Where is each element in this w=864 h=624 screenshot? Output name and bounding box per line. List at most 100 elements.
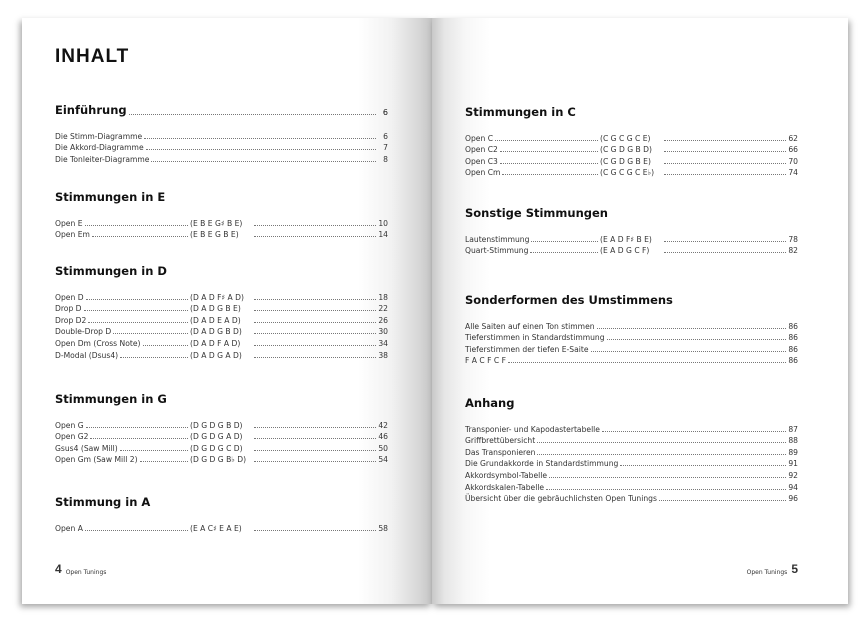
toc-entry: Drop D (D A D G B E) 22 [55,302,388,314]
entry-name: Open D [55,292,84,302]
entry-name-col: Lautenstimmung [465,235,600,244]
section-heading: Einführung 6 [55,103,388,117]
dot-leader [145,149,376,151]
section-heading: Anhang [465,396,798,410]
toc-entries: Die Stimm-Diagramme 6 Die Akkord-Diagramme… [55,129,388,164]
toc-entries: Open G (D G D G B D) 42 Open G2 (D G D G A D… [55,418,388,465]
entry-name-col: Open Cm [465,168,600,177]
dot-leader [144,137,376,139]
toc-entries: Open D (D A D F♯ A D) 18 Drop D (D A D G B E… [55,290,388,360]
entry-name: Open Dm (Cross Note) [55,338,141,348]
toc-entries: Lautenstimmung (E A D F♯ B E) 78 Quart-Stim… [465,232,798,256]
entry-page: 7 [383,143,388,153]
tuning-notes: (D A D G A D) [190,350,242,360]
entry-name-col: D-Modal (Dsus4) [55,351,190,360]
dot-leader [84,529,188,531]
dot-leader [254,426,376,428]
entry-name: Die Akkord-Diagramme [55,143,144,153]
toc-section: Stimmung in A Open A (E A C♯ E A E) 58 [55,495,388,533]
toc-entry: Open Dm (Cross Note) (D A D F A D) 34 [55,336,388,348]
dot-leader [254,438,376,440]
entry-page: 14 [378,230,388,240]
dot-leader [530,252,598,254]
dot-leader [596,327,786,329]
toc-entry: Double-Drop D (D A D G B D) 30 [55,325,388,337]
dot-leader [664,139,786,141]
toc-entry: Open C3 (C G D G B E) 70 [465,154,798,166]
toc-section: Stimmungen in C Open C (C G C G C E) 62 Open… [465,105,798,177]
entry-name-col: Open G [55,421,190,430]
entry-name-col: Double-Drop D [55,327,190,336]
entry-name: Akkordsymbol-Tabelle [465,470,548,480]
dot-leader [254,356,376,358]
entry-name: Griffbrettübersicht [465,436,536,446]
dot-leader [91,236,188,238]
dot-leader [664,252,786,254]
dot-leader [128,114,376,115]
entry-name: Tieferstimmen der tiefen E-Saite [465,344,589,354]
toc-entry: Tieferstimmen in Standardstimmung 86 [465,331,798,342]
toc-entry: Open Em (E B E G B E) 14 [55,228,388,240]
toc-entries: Open A (E A C♯ E A E) 58 [55,521,388,533]
section-title: Stimmungen in G [55,392,167,406]
entry-name: Open G [55,420,84,430]
entry-name-col: Open D [55,293,190,302]
toc-entry: Open G (D G D G B D) 42 [55,418,388,430]
toc-entry: Die Tonleiter-Diagramme 8 [55,152,388,164]
tuning-notes: (D G D G B D) [190,420,243,430]
section-heading: Sonderformen des Umstimmens [465,293,798,307]
tuning-notes: (D A D F♯ A D) [190,292,244,302]
dot-leader [254,298,376,300]
dot-leader [142,344,188,346]
entry-page: 86 [788,356,798,366]
toc-section: Stimmungen in E Open E (E B E G♯ B E) 10 Ope… [55,190,388,239]
entry-name: Open E [55,218,83,228]
entry-page: 42 [378,420,388,430]
entry-name: Drop D [55,304,82,314]
toc-entry: Lautenstimmung (E A D F♯ B E) 78 [465,232,798,244]
toc-entry: Drop D2 (D A D E A D) 26 [55,313,388,325]
entry-name-col: Quart-Stimmung [465,246,600,255]
entry-name: Open A [55,523,83,533]
tuning-notes: (D G D G A D) [190,432,243,442]
toc-entry: Open Cm (C G C G C E♭) 74 [465,166,798,178]
entry-name: Die Grundakkorde in Standardstimmung [465,459,619,469]
entry-page: 30 [378,327,388,337]
tuning-notes: (C G C G C E♭) [600,168,655,178]
entry-name: Open Cm [465,168,501,178]
entry-page: 34 [378,338,388,348]
dot-leader [254,461,376,463]
dot-leader [88,321,188,323]
toc-entry: F A C F C F 86 [465,354,798,366]
toc-entry: Tieferstimmen der tiefen E-Saite 86 [465,342,798,354]
section-title: Sonderformen des Umstimmens [465,293,673,307]
toc-entry: Open E (E B E G♯ B E) 10 [55,216,388,228]
dot-leader [546,488,786,490]
left-footer: 4 Open Tunings [55,562,106,576]
tuning-notes: (D A D G B E) [190,304,241,314]
toc-entry: Griffbrettübersicht 88 [465,434,798,446]
entry-name-col: Open Em [55,230,190,239]
tuning-notes: (E B E G B E) [190,230,239,240]
entry-page: 62 [788,133,798,143]
entry-name-col: Open C [465,134,600,143]
entry-page: 92 [788,470,798,480]
entry-name: Lautenstimmung [465,234,530,244]
right-page: Open Tunings 5 Stimmungen in C Open C (C G… [432,18,848,604]
toc-entry: Open C2 (C G D G B D) 66 [465,143,798,155]
entry-name: Open C3 [465,156,498,166]
section-title: Sonstige Stimmungen [465,206,608,220]
page-number: 5 [791,562,798,576]
dot-leader [254,224,376,226]
toc-entry: Die Akkord-Diagramme 7 [55,141,388,153]
entry-name: Open C2 [465,145,498,155]
tuning-notes: (E A D F♯ B E) [600,234,652,244]
entry-page: 38 [378,350,388,360]
entry-page: 94 [788,482,798,492]
dot-leader [113,333,188,335]
entry-page: 89 [788,447,798,457]
entry-page: 78 [788,234,798,244]
entry-name-col: Open G2 [55,432,190,441]
entry-name: Akkordskalen-Tabelle [465,482,545,492]
dot-leader [664,162,786,164]
